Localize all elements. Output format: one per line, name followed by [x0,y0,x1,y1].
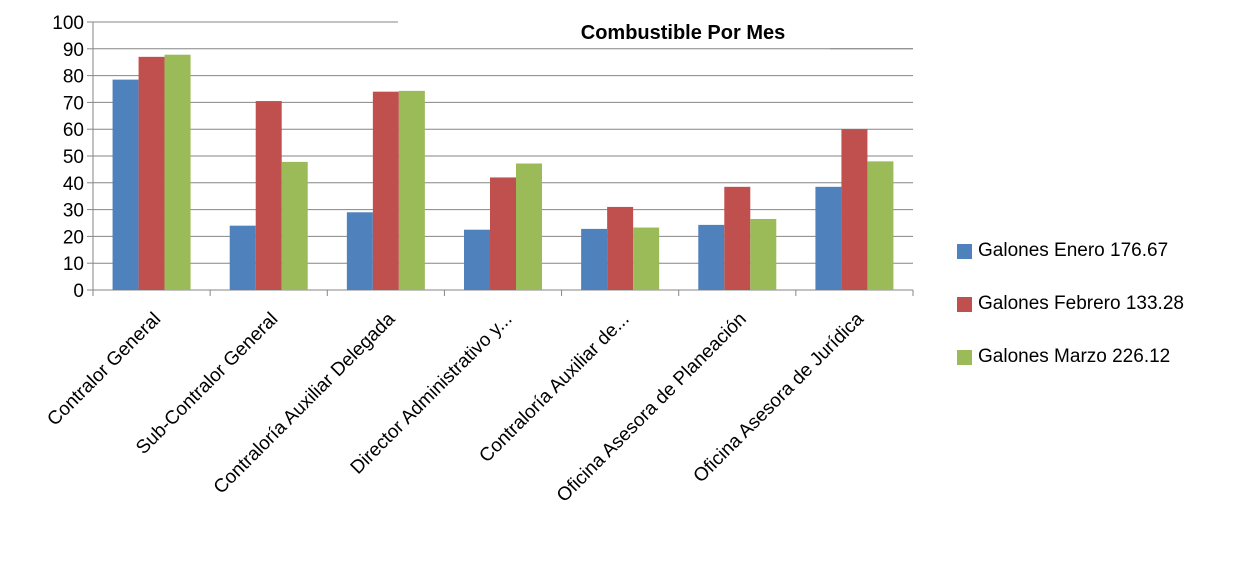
bar-2-6 [724,186,751,290]
y-tick-label-60: 60 [63,120,84,141]
y-tick-label-50: 50 [63,147,84,168]
legend: Galones Enero 176.67 Galones Febrero 133… [957,238,1247,397]
bar-2-5 [607,206,634,290]
bar-1-2 [229,225,256,290]
bar-3-3 [398,90,425,290]
bar-3-4 [516,163,542,290]
chart-title-background [540,14,830,44]
legend-label-enero: Galones Enero 176.67 [978,240,1169,261]
legend-item-enero: Galones Enero 176.67 [957,238,1247,264]
chart-title: Combustible Por Mes [581,22,785,44]
legend-label-marzo: Galones Marzo 226.12 [978,346,1171,367]
legend-label-febrero: Galones Febrero 133.28 [978,293,1184,314]
legend-item-marzo: Galones Marzo 226.12 [957,344,1247,370]
bar-1-5 [581,228,608,290]
bar-3-1 [164,54,191,290]
bar-1-7 [815,186,842,290]
y-tick-label-40: 40 [63,174,84,195]
y-tick-label-10: 10 [63,254,84,275]
bar-2-7 [841,129,868,290]
y-tick-label-30: 30 [63,201,84,222]
bar-2-3 [372,91,399,291]
bar-3-5 [633,227,660,290]
y-tick-label-90: 90 [63,40,84,61]
y-tick-label-70: 70 [63,93,84,114]
bar-1-4 [464,229,490,290]
legend-item-febrero: Galones Febrero 133.28 [957,291,1247,317]
legend-swatch-marzo [957,349,972,365]
bar-2-1 [138,56,165,291]
bar-1-1 [112,79,139,291]
legend-swatch-enero [957,243,972,259]
x-tick-label-1: Contralor General [43,309,165,431]
bar-3-6 [750,218,777,290]
y-tick-label-100: 100 [52,13,84,34]
bar-1-3 [346,212,373,290]
bar-1-6 [698,224,725,290]
bar-3-7 [867,161,894,290]
y-tick-label-20: 20 [63,227,84,248]
x-tick-label-6: Oficina Asesora de Planeación [553,309,751,507]
bar-3-2 [281,161,308,290]
y-tick-label-0: 0 [73,281,84,302]
bar-2-4 [490,177,516,290]
legend-swatch-febrero [957,296,972,312]
bar-2-2 [255,101,282,290]
y-tick-label-80: 80 [63,67,84,88]
